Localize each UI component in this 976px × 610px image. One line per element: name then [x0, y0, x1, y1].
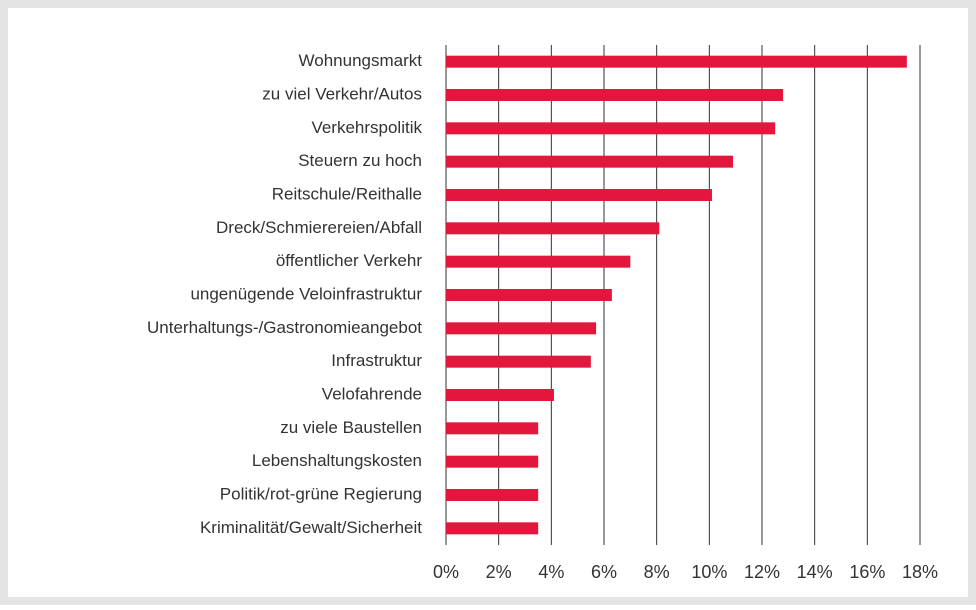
x-tick-label: 6% [591, 562, 617, 582]
x-tick-label: 14% [797, 562, 833, 582]
y-tick-label: Unterhaltungs-/Gastronomieangebot [147, 318, 422, 337]
x-tick-label: 4% [538, 562, 564, 582]
y-tick-label: Steuern zu hoch [298, 151, 422, 170]
bar [446, 55, 907, 68]
x-tick-label: 18% [902, 562, 938, 582]
y-tick-label: Verkehrspolitik [311, 118, 422, 137]
y-tick-label: Politik/rot-grüne Regierung [220, 484, 422, 503]
y-tick-label: ungenügende Veloinfrastruktur [190, 284, 422, 303]
bar [446, 255, 631, 268]
y-tick-label: Lebenshaltungskosten [252, 451, 422, 470]
bar [446, 455, 539, 468]
bar [446, 522, 539, 535]
y-tick-label: zu viel Verkehr/Autos [262, 84, 422, 103]
y-tick-label: öffentlicher Verkehr [276, 251, 422, 270]
x-tick-label: 16% [849, 562, 885, 582]
x-tick-label: 0% [433, 562, 459, 582]
bar [446, 155, 734, 168]
bar [446, 355, 591, 368]
bar [446, 289, 612, 301]
bar [446, 122, 776, 135]
y-tick-label: Wohnungsmarkt [299, 51, 423, 70]
y-tick-label: Kriminalität/Gewalt/Sicherheit [200, 518, 422, 537]
bar [446, 222, 660, 235]
x-tick-label: 8% [644, 562, 670, 582]
bar [446, 89, 784, 101]
bar [446, 389, 554, 401]
x-tick-label: 10% [691, 562, 727, 582]
y-tick-label: Dreck/Schmierereien/Abfall [216, 218, 422, 237]
y-tick-label: Reitschule/Reithalle [272, 184, 422, 203]
y-tick-label: Infrastruktur [331, 351, 422, 370]
bar [446, 189, 712, 201]
y-tick-label: Velofahrende [322, 384, 422, 403]
bar [446, 322, 597, 335]
x-tick-label: 12% [744, 562, 780, 582]
bar [446, 489, 539, 501]
x-tick-label: 2% [486, 562, 512, 582]
y-tick-label: zu viele Baustellen [280, 418, 422, 437]
bar [446, 422, 539, 435]
